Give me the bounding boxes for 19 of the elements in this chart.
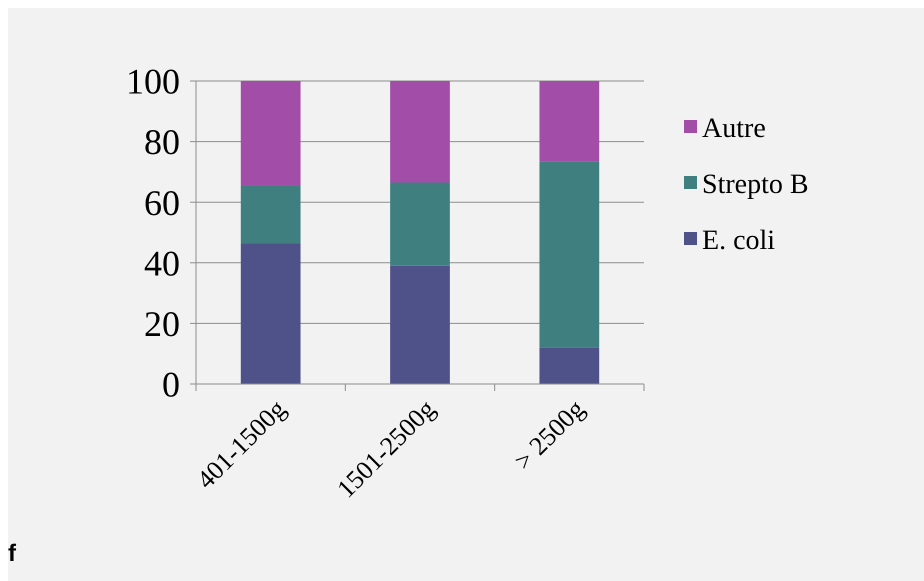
legend-label: Autre bbox=[702, 112, 766, 144]
bar bbox=[240, 243, 301, 384]
bar bbox=[539, 81, 600, 162]
bar bbox=[390, 182, 450, 266]
y-tick-label: 80 bbox=[144, 122, 180, 162]
bar bbox=[390, 266, 450, 384]
y-tick-label: 20 bbox=[144, 304, 180, 344]
text: f bbox=[8, 540, 17, 567]
y-tick-label: 40 bbox=[144, 243, 180, 284]
bar bbox=[240, 81, 301, 186]
y-tick-label: 0 bbox=[162, 364, 180, 405]
y-tick-label: 100 bbox=[126, 62, 180, 102]
y-tick-label: 60 bbox=[144, 182, 180, 223]
legend-label: Strepto B bbox=[702, 168, 809, 200]
bar bbox=[539, 161, 600, 348]
bar bbox=[539, 348, 600, 384]
legend-label: E. coli bbox=[702, 224, 776, 256]
bar bbox=[390, 81, 450, 183]
bar bbox=[240, 186, 301, 244]
